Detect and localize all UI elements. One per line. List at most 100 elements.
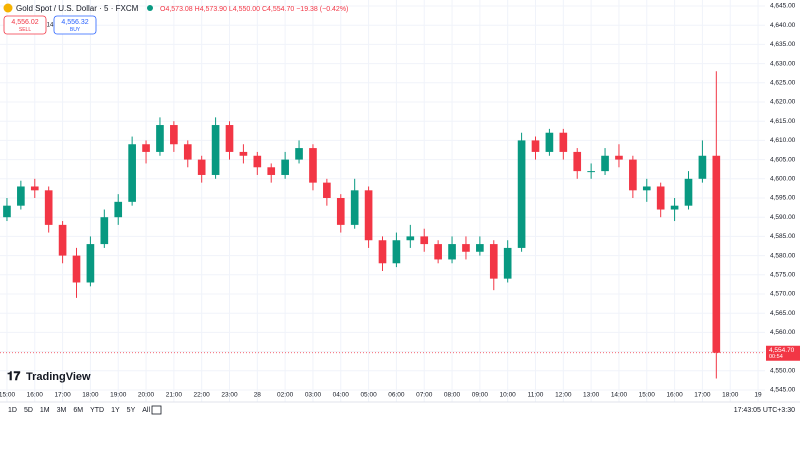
candle-body xyxy=(58,224,67,256)
x-tick-label: 23:00 xyxy=(221,392,238,399)
x-tick-label: 14:00 xyxy=(611,392,628,399)
candle-body xyxy=(197,159,206,175)
x-tick-label: 03:00 xyxy=(305,392,322,399)
countdown: 00:54 xyxy=(769,354,783,360)
y-tick-label: 4,575.00 xyxy=(770,272,796,279)
x-tick-label: 16:00 xyxy=(666,392,683,399)
range-button[interactable]: 3M xyxy=(57,407,67,414)
x-tick-label: 06:00 xyxy=(388,392,405,399)
candle-body xyxy=(267,167,276,175)
x-tick-label: 18:00 xyxy=(82,392,99,399)
x-tick-label: 19 xyxy=(754,392,762,399)
x-tick-label: 19:00 xyxy=(110,392,127,399)
x-tick-label: 09:00 xyxy=(472,392,489,399)
y-tick-label: 4,635.00 xyxy=(770,41,796,48)
y-tick-label: 4,625.00 xyxy=(770,80,796,87)
candle-body xyxy=(100,217,109,245)
candle-body xyxy=(698,155,707,179)
y-tick-label: 4,580.00 xyxy=(770,252,796,259)
candle-body xyxy=(517,140,526,248)
candle-body xyxy=(30,186,39,191)
candle-body xyxy=(309,148,317,183)
candle-body xyxy=(156,125,164,152)
y-tick-label: 4,545.00 xyxy=(770,387,796,394)
candle-body xyxy=(406,236,415,241)
candle-body xyxy=(392,240,401,264)
market-status xyxy=(147,5,153,11)
candle-body xyxy=(350,190,359,225)
candle-body xyxy=(476,244,484,252)
candle-body xyxy=(489,244,498,279)
spread: 14 xyxy=(47,23,54,29)
candle-body xyxy=(323,182,331,198)
sell-label[interactable]: SELL xyxy=(19,27,31,33)
candle-body xyxy=(72,255,81,283)
last-price-label: 4,554.70 xyxy=(769,347,795,354)
candle-body xyxy=(573,151,582,172)
buy-label[interactable]: BUY xyxy=(70,27,81,33)
y-tick-label: 4,595.00 xyxy=(770,195,796,202)
candle-body xyxy=(642,186,651,191)
candle-body xyxy=(670,205,679,210)
buy-button[interactable] xyxy=(53,15,97,35)
range-button[interactable]: 5D xyxy=(24,407,33,414)
x-tick-label: 08:00 xyxy=(444,392,461,399)
x-tick-label: 17:00 xyxy=(54,392,71,399)
candle-body xyxy=(211,125,220,175)
x-tick-label: 10:00 xyxy=(500,392,517,399)
candle-body xyxy=(253,155,262,168)
range-button[interactable]: All xyxy=(142,407,150,414)
range-button[interactable]: 5Y xyxy=(127,407,136,414)
x-tick-label: 04:00 xyxy=(333,392,350,399)
candle-body xyxy=(434,244,442,260)
candle-body xyxy=(239,151,248,156)
candle-body xyxy=(17,186,25,206)
candle-body xyxy=(170,125,178,145)
candle-body xyxy=(3,205,11,218)
x-tick-label: 21:00 xyxy=(166,392,183,399)
range-button[interactable]: 6M xyxy=(73,407,83,414)
date-range-icon[interactable] xyxy=(151,405,162,415)
x-tick-label: 16:00 xyxy=(27,392,44,399)
candles xyxy=(3,71,721,379)
sell-price[interactable]: 4,556.02 xyxy=(11,19,38,26)
y-tick-label: 4,615.00 xyxy=(770,118,796,125)
clock: 17:43:05 UTC+3:30 xyxy=(734,407,795,414)
candle-body xyxy=(462,244,470,252)
range-button[interactable]: 1M xyxy=(40,407,50,414)
y-tick-label: 4,570.00 xyxy=(770,291,796,298)
y-tick-label: 4,610.00 xyxy=(770,137,796,144)
grid xyxy=(0,0,765,402)
range-button[interactable]: 1Y xyxy=(111,407,120,414)
candle-body xyxy=(684,178,693,206)
y-tick-label: 4,630.00 xyxy=(770,60,796,67)
y-tick-label: 4,640.00 xyxy=(770,22,796,29)
y-tick-label: 4,620.00 xyxy=(770,99,796,106)
range-button[interactable]: 1D xyxy=(8,407,17,414)
x-tick-label: 05:00 xyxy=(360,392,377,399)
logo-mark: 𝟏𝟕 xyxy=(7,369,21,383)
y-tick-label: 4,550.00 xyxy=(770,368,796,375)
symbol-icon xyxy=(3,3,13,13)
candle-body xyxy=(364,190,373,241)
x-tick-label: 13:00 xyxy=(583,392,600,399)
x-tick-label: 11:00 xyxy=(528,392,544,399)
candle-body xyxy=(114,201,123,218)
candle-body xyxy=(448,244,456,260)
candle-body xyxy=(128,144,136,202)
candle-body xyxy=(142,144,150,152)
range-button[interactable]: YTD xyxy=(90,407,104,414)
sell-button[interactable] xyxy=(3,15,47,35)
x-tick-label: 12:00 xyxy=(555,392,572,399)
y-tick-label: 4,605.00 xyxy=(770,156,796,163)
x-tick-label: 07:00 xyxy=(416,392,433,399)
x-tick-label: 18:00 xyxy=(722,392,739,399)
candle-body xyxy=(656,186,665,210)
candle-body xyxy=(503,247,512,279)
y-tick-label: 4,590.00 xyxy=(770,214,796,221)
buy-price[interactable]: 4,556.32 xyxy=(61,19,88,26)
x-tick-label: 28 xyxy=(254,392,262,399)
y-tick-label: 4,645.00 xyxy=(770,3,796,10)
